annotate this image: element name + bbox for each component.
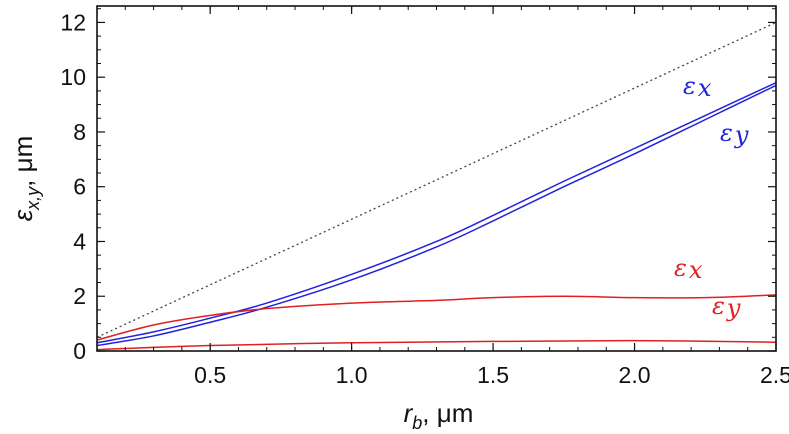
plot-area	[96, 21, 777, 351]
curve-label: εy	[720, 119, 749, 149]
y-axis-title: εx,y, μm	[8, 136, 43, 222]
x-tick-label: 2.5	[760, 362, 789, 388]
curve-label: εx	[683, 72, 712, 102]
series-line-0	[96, 21, 777, 338]
x-axis-title: rb, μm	[404, 398, 474, 433]
y-tick-label: 6	[73, 174, 86, 200]
y-tick-label: 12	[60, 9, 86, 35]
curve-label: εy	[712, 292, 741, 322]
series-line-1	[96, 81, 777, 344]
y-tick-label: 0	[73, 338, 86, 364]
x-tick-label: 0.5	[194, 362, 226, 388]
axes	[96, 5, 777, 352]
labels: 0.5 1.0 1.5 2.0 2.5 0 2 4 6 8 10 12 rb, μm εx,y, μm εx…	[8, 9, 789, 433]
x-tick-label: 2.0	[619, 362, 651, 388]
series-line-2	[96, 84, 777, 347]
y-tick-label: 10	[60, 64, 86, 90]
series-line-4	[96, 339, 777, 351]
y-tick-label: 8	[73, 119, 86, 145]
plot-frame	[96, 5, 777, 352]
series-line-3	[96, 294, 777, 341]
x-tick-label: 1.0	[336, 362, 368, 388]
y-tick-label: 4	[73, 228, 86, 254]
y-tick-label: 2	[73, 283, 86, 309]
x-tick-label: 1.5	[477, 362, 509, 388]
curve-label: εx	[674, 254, 703, 284]
